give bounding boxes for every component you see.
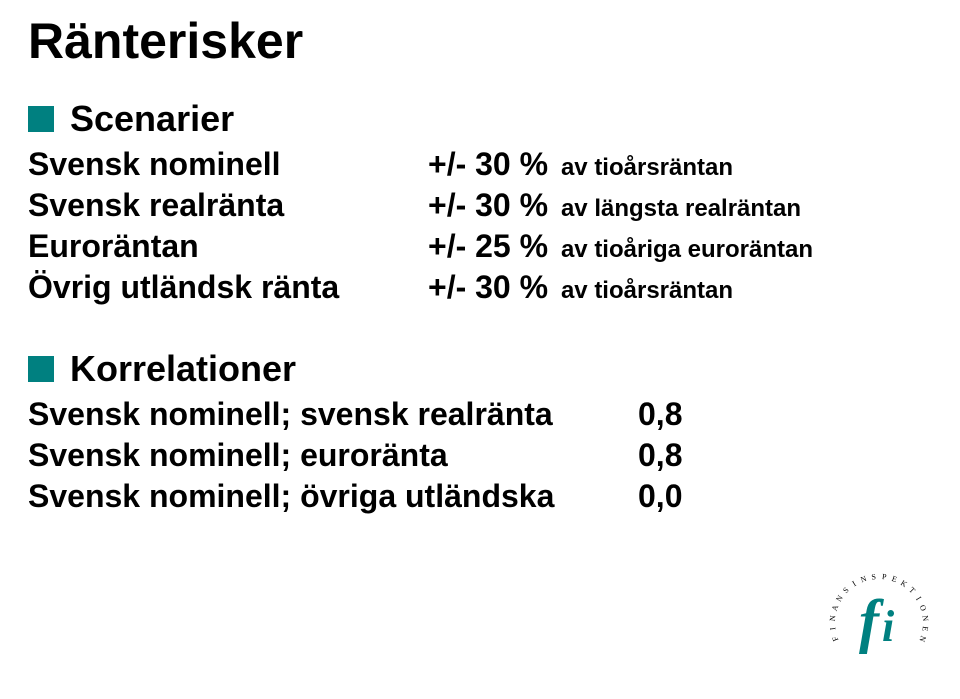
scenario-term: Svensk nominell	[28, 146, 428, 183]
svg-text:S: S	[871, 573, 876, 582]
correlation-value: 0,8	[638, 437, 682, 474]
svg-text:I: I	[828, 627, 837, 631]
scenario-term: Övrig utländsk ränta	[28, 269, 428, 306]
svg-text:P: P	[882, 573, 888, 582]
scenario-value: +/- 30 % av tioårsräntan	[428, 269, 733, 306]
scenario-term: Euroräntan	[28, 228, 428, 265]
correlation-value: 0,0	[638, 478, 682, 515]
scenario-pct: +/- 30 %	[428, 187, 548, 223]
page-title: Ränterisker	[28, 12, 932, 70]
correlations-list: Svensk nominell; svensk realränta 0,8 Sv…	[28, 396, 932, 515]
scenario-desc: av längsta realräntan	[561, 195, 801, 222]
scenario-row: Svensk nominell +/- 30 % av tioårsräntan	[28, 146, 932, 183]
svg-text:N: N	[859, 574, 868, 584]
correlation-term: Svensk nominell; övriga utländska	[28, 478, 638, 515]
section-scenarios-label: Scenarier	[70, 98, 234, 140]
svg-text:F: F	[830, 635, 840, 643]
correlation-term: Svensk nominell; svensk realränta	[28, 396, 638, 433]
scenario-row: Euroräntan +/- 25 % av tioåriga euroränt…	[28, 228, 932, 265]
svg-text:I: I	[914, 595, 923, 602]
correlation-value: 0,8	[638, 396, 682, 433]
bullet-icon	[28, 106, 54, 132]
correlation-row: Svensk nominell; euroränta 0,8	[28, 437, 932, 474]
scenario-row: Övrig utländsk ränta +/- 30 % av tioårsr…	[28, 269, 932, 306]
svg-text:S: S	[841, 585, 851, 594]
svg-text:O: O	[918, 604, 928, 613]
scenario-row: Svensk realränta +/- 30 % av längsta rea…	[28, 187, 932, 224]
scenario-term: Svensk realränta	[28, 187, 428, 224]
svg-text:N: N	[917, 635, 928, 644]
correlation-row: Svensk nominell; övriga utländska 0,0	[28, 478, 932, 515]
svg-text:N: N	[834, 593, 845, 603]
scenario-desc: av tioårsräntan	[561, 154, 733, 181]
section-scenarios-header: Scenarier	[28, 98, 932, 140]
svg-text:E: E	[891, 574, 899, 584]
slide-page: Ränterisker Scenarier Svensk nominell +/…	[0, 0, 960, 699]
bullet-icon	[28, 356, 54, 382]
scenario-value: +/- 25 % av tioåriga euroräntan	[428, 228, 813, 265]
scenario-desc: av tioårsräntan	[561, 277, 733, 304]
scenario-value: +/- 30 % av längsta realräntan	[428, 187, 801, 224]
scenario-pct: +/- 25 %	[428, 228, 548, 264]
svg-text:T: T	[907, 585, 917, 595]
svg-text:K: K	[899, 578, 909, 589]
scenario-pct: +/- 30 %	[428, 269, 548, 305]
svg-text:A: A	[830, 604, 840, 613]
scenario-desc: av tioåriga euroräntan	[561, 236, 813, 263]
svg-text:I: I	[851, 579, 858, 588]
section-correlations-label: Korrelationer	[70, 348, 296, 390]
scenarios-list: Svensk nominell +/- 30 % av tioårsräntan…	[28, 146, 932, 306]
svg-text:i: i	[882, 602, 895, 651]
section-correlations-header: Korrelationer	[28, 348, 932, 390]
correlation-term: Svensk nominell; euroränta	[28, 437, 638, 474]
scenario-value: +/- 30 % av tioårsräntan	[428, 146, 733, 183]
scenario-pct: +/- 30 %	[428, 146, 548, 182]
finansinspektionen-logo-icon: f i FINANSINSPEKTIONEN	[824, 573, 934, 673]
svg-text:E: E	[920, 626, 930, 632]
svg-text:f: f	[859, 588, 884, 654]
svg-text:N: N	[828, 615, 838, 622]
svg-text:N: N	[921, 615, 931, 622]
correlation-row: Svensk nominell; svensk realränta 0,8	[28, 396, 932, 433]
